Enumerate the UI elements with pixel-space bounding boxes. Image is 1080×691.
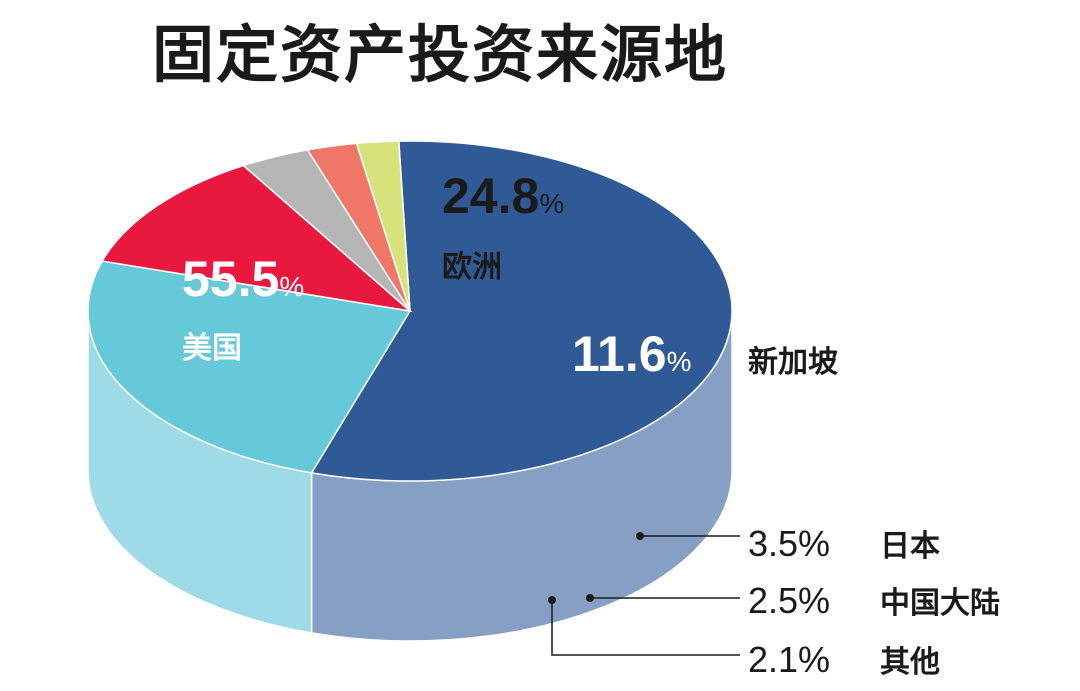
category-label-美国: 美国 [182,331,242,366]
value-label-中国大陆: 2.5% [748,580,830,621]
leader-line-其他 [551,600,740,656]
pie-slice-欧洲 [87,260,412,474]
value-label-日本: 3.5% [748,523,830,564]
pie-labels: 55.5% 美国 24.8% 欧洲 11.6% 新加坡 3.5% 日本 2.5% 中国大陆 2.1%… [182,168,1000,680]
pie-slice-新加坡 [101,164,413,313]
chart-title: 固定资产投资来源地 [152,18,729,91]
value-label-其他: 2.1% [748,639,830,680]
leader-dot-其他 [548,596,556,604]
value-label-新加坡: 11.6% [572,326,691,382]
category-label-中国大陆: 中国大陆 [880,586,1000,621]
pie-tops [87,140,733,482]
value-label-欧洲: 24.8% [442,168,564,224]
category-label-新加坡: 新加坡 [748,345,838,380]
category-label-日本: 日本 [880,529,940,564]
pie-slice-美国 [310,140,733,482]
category-label-欧洲: 欧洲 [442,250,502,285]
value-label-美国: 55.5% [182,251,304,307]
category-label-其他: 其他 [880,645,940,680]
pie-slice-其他 [355,140,411,312]
leader-dot-日本 [636,532,644,540]
leader-dot-中国大陆 [586,594,594,602]
